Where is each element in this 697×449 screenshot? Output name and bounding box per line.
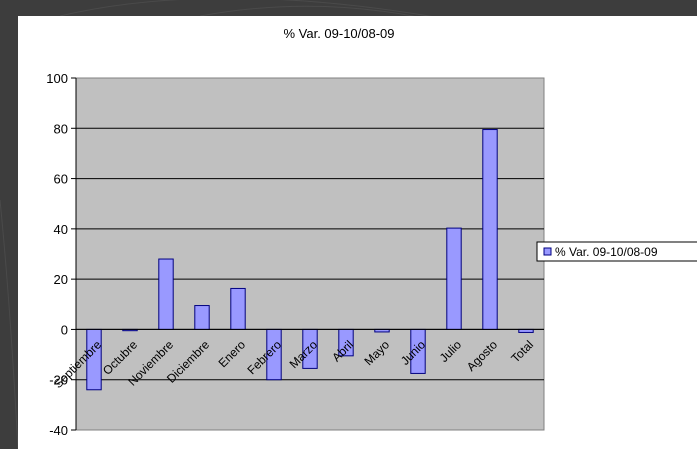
- legend-box: [536, 241, 697, 262]
- legend-entry-label: % Var. 09-10/08-09: [555, 245, 658, 259]
- legend-swatch: [543, 247, 552, 256]
- y-axis-tick-labels: 100 80 60 40 20 0 -20 -40: [46, 71, 68, 438]
- y-tick-label: -40: [49, 423, 68, 438]
- chart-area: % Var. 09-10/08-09 100 80 60 40 20 0 -20 -40 Se…: [18, 16, 697, 449]
- legend: % Var. 09-10/08-09: [536, 241, 697, 262]
- y-tick-label: 80: [54, 121, 68, 136]
- y-tick-label: 0: [61, 322, 68, 337]
- plot-area: [75, 77, 545, 431]
- bars: [86, 129, 534, 391]
- bar-agosto: [482, 129, 498, 330]
- bar-enero: [230, 287, 246, 330]
- y-tick-label: 40: [54, 222, 68, 237]
- y-tick-label: 100: [46, 71, 68, 86]
- y-tick-label: 20: [54, 272, 68, 287]
- bar-julio: [446, 227, 462, 330]
- bar-noviembre: [158, 258, 174, 330]
- bar-diciembre: [194, 305, 210, 330]
- chart-title: % Var. 09-10/08-09: [283, 26, 394, 41]
- y-tick-label: 60: [54, 172, 68, 187]
- y-tick-label: -20: [49, 373, 68, 388]
